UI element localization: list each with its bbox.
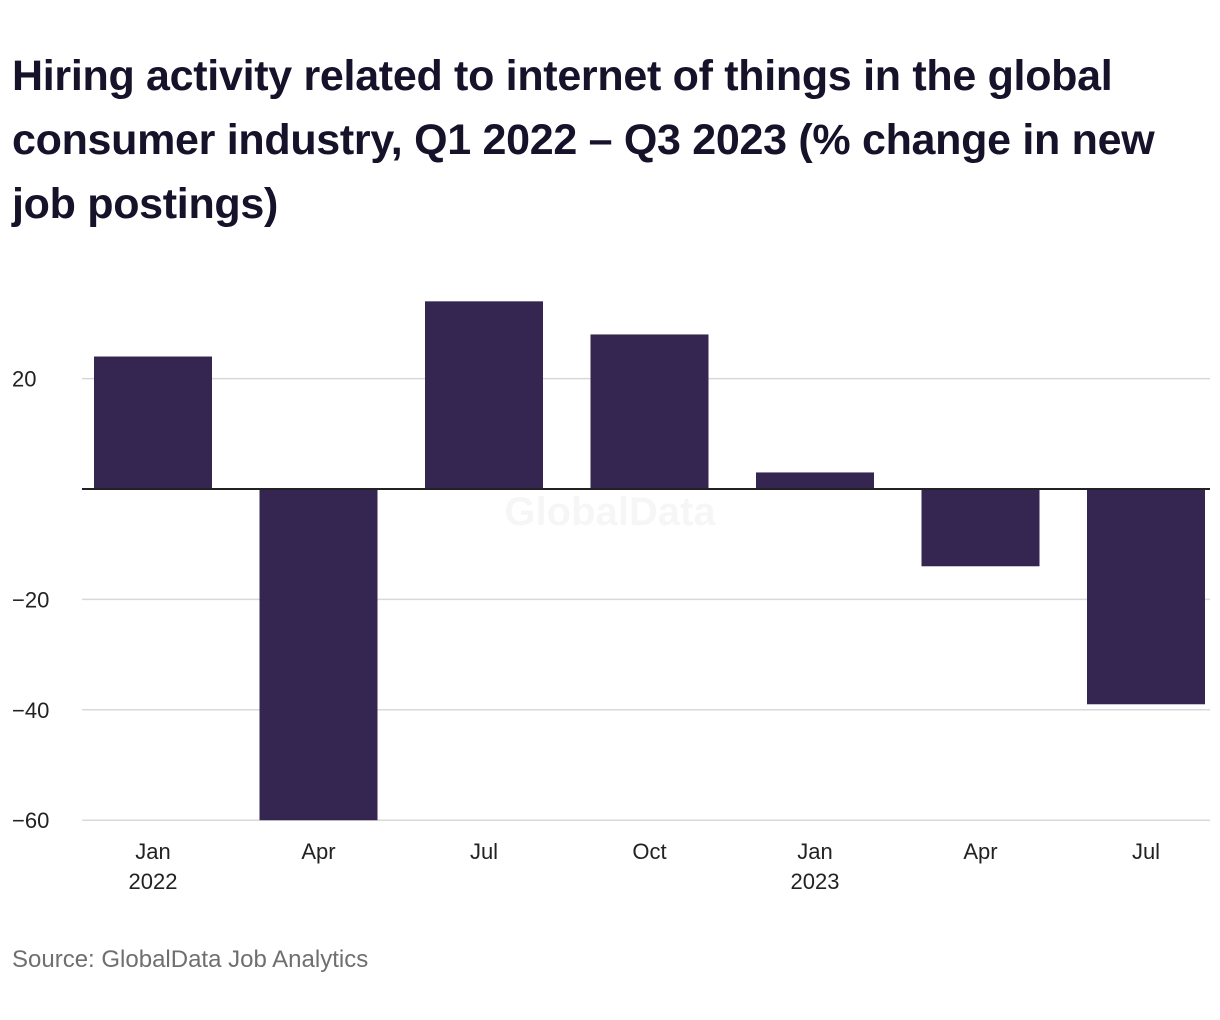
y-tick-label: −20 (12, 587, 49, 612)
x-tick-label: Jan (135, 839, 170, 864)
x-tick-label: Jul (470, 839, 498, 864)
bars (94, 301, 1205, 821)
x-axis-ticks: Jan 2022 Apr Jul Oct Jan 2023 Apr Jul (129, 839, 1161, 894)
y-tick-label: −40 (12, 698, 49, 723)
bar-oct-2022 (590, 334, 709, 489)
x-tick-label: Jul (1132, 839, 1160, 864)
bar-apr-2023 (921, 489, 1040, 567)
x-tick-label: Jan (797, 839, 832, 864)
x-tick-label: Apr (301, 839, 335, 864)
bar-jan-2023 (756, 472, 874, 489)
watermark-text: GlobalData (504, 490, 716, 534)
x-tick-label: Oct (632, 839, 666, 864)
source-note: Source: GlobalData Job Analytics (12, 946, 369, 973)
x-tick-label: Apr (963, 839, 997, 864)
y-tick-label: −60 (12, 808, 49, 833)
chart-title: Hiring activity related to internet of t… (12, 52, 1155, 228)
bar-jul-2023 (1087, 489, 1205, 705)
y-tick-label: 20 (12, 367, 36, 392)
bar-apr-2022 (259, 489, 378, 821)
bar-jan-2022 (94, 356, 212, 489)
x-tick-year-label: 2023 (791, 869, 840, 894)
chart-area: GlobalData 20 −20 −40 −60 Jan 2022 Apr Jul Oct J… (0, 260, 1220, 920)
bar-jul-2022 (425, 301, 543, 489)
x-tick-year-label: 2022 (129, 869, 178, 894)
y-axis-ticks: 20 −20 −40 −60 (12, 367, 49, 834)
